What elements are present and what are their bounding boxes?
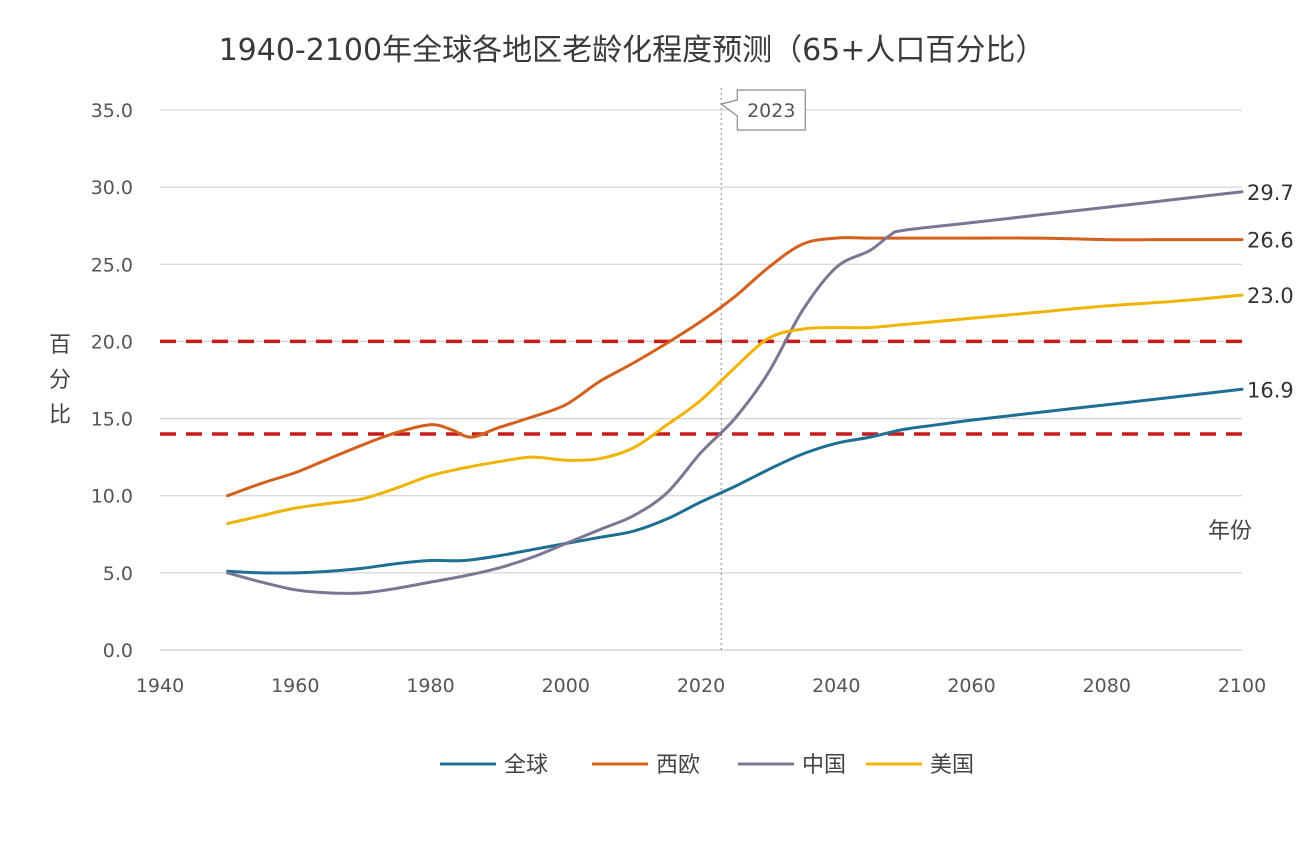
x-tick-label: 1960: [271, 675, 319, 697]
legend-label-global: 全球: [504, 753, 548, 778]
annotation-callout: [719, 89, 806, 131]
x-tick-label: 2000: [542, 675, 590, 697]
x-tick-label: 2060: [947, 675, 995, 697]
series-line-western-europe: [226, 236, 1244, 498]
annotation-label: 2023: [747, 100, 795, 122]
y-axis-label-char: 分: [49, 368, 71, 393]
x-tick-label: 1940: [136, 675, 184, 697]
y-tick-label: 15.0: [91, 409, 133, 431]
y-tick-label: 0.0: [103, 640, 133, 662]
series-line-china: [226, 190, 1244, 595]
legend-label-western-europe: 西欧: [656, 753, 700, 778]
x-tick-label: 2020: [677, 675, 725, 697]
series-lines: [226, 190, 1244, 595]
y-axis-label-char: 百: [49, 333, 71, 358]
y-tick-label: 20.0: [91, 331, 133, 353]
end-labels: 16.9 26.6 29.7 23.0: [1247, 181, 1294, 402]
y-axis-label-char: 比: [49, 403, 71, 428]
series-line-usa: [226, 293, 1244, 525]
legend: 全球 西欧 中国 美国: [440, 753, 974, 778]
y-tick-label: 30.0: [91, 177, 133, 199]
y-tick-label: 5.0: [103, 563, 133, 585]
grid-lines: [160, 109, 1242, 651]
x-tick-label: 2040: [812, 675, 860, 697]
x-tick-label: 1980: [406, 675, 454, 697]
axis-ticks: 0.0 5.0 10.0 15.0 20.0 25.0 30.0 35.0 1940 1960 19…: [91, 100, 1266, 697]
y-axis-label: 百分比: [49, 333, 71, 428]
end-label-global: 16.9: [1247, 378, 1294, 402]
x-tick-label: 2080: [1083, 675, 1131, 697]
reference-lines: [160, 339, 1242, 436]
annotation-2023: 2023: [719, 88, 806, 650]
y-tick-label: 35.0: [91, 100, 133, 122]
end-label-western-europe: 26.6: [1247, 229, 1294, 253]
x-tick-label: 2100: [1218, 675, 1266, 697]
legend-label-usa: 美国: [930, 753, 974, 778]
legend-label-china: 中国: [802, 753, 846, 778]
series-line-global: [226, 387, 1244, 575]
y-tick-label: 25.0: [91, 254, 133, 276]
chart-title: 1940-2100年全球各地区老龄化程度预测（65+人口百分比）: [219, 33, 1046, 68]
end-label-usa: 23.0: [1247, 284, 1294, 308]
end-label-china: 29.7: [1247, 181, 1294, 205]
x-axis-label: 年份: [1208, 519, 1252, 544]
y-tick-label: 10.0: [91, 486, 133, 508]
